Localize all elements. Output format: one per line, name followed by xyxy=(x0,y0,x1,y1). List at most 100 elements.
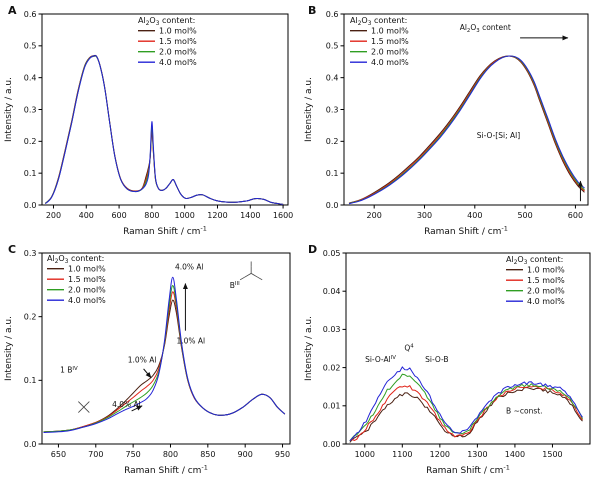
y-tick-label: 0.01 xyxy=(323,402,341,411)
series-line-1-5-mol- xyxy=(348,55,585,204)
x-tick-label: 1400 xyxy=(505,450,525,459)
legend-label: 2.0 mol% xyxy=(371,48,409,57)
legend-label: 1.5 mol% xyxy=(371,37,409,46)
y-tick-label: 0.1 xyxy=(24,376,37,385)
legend: Al2O3 content:1.0 mol%1.5 mol% 2.0 mol%4.… xyxy=(350,16,409,67)
axis-ticks: 200 400 600 800 1000 1200 1400 1600 0.0 0.1 0.2 0.3… xyxy=(24,10,293,220)
legend-title: Al2O3 content: xyxy=(138,16,195,27)
x-tick-label: 1200 xyxy=(430,450,450,459)
y-tick-label: 0.02 xyxy=(323,363,341,372)
x-tick-label: 700 xyxy=(88,450,103,459)
legend-label: 2.0 mol% xyxy=(159,48,197,57)
molecule-sketch-bo4 xyxy=(78,401,90,413)
panel-D-plot: 1000 1100 1200 1300 1400 1500 0.00 0.01 0.02 0.03… xyxy=(304,249,591,476)
legend-label: 2.0 mol% xyxy=(68,286,106,295)
x-tick-label: 600 xyxy=(111,211,126,220)
annotation: BIII xyxy=(230,281,240,290)
series-line-2-0-mol- xyxy=(348,55,585,204)
x-tick-label: 1000 xyxy=(355,450,375,459)
x-axis-label: Raman Shift / cm-1 xyxy=(123,225,207,237)
x-axis-label: Raman Shift / cm-1 xyxy=(124,464,208,476)
y-axis-label: Intensity / a.u. xyxy=(4,77,14,142)
series-group xyxy=(349,366,583,443)
y-tick-label: 0.4 xyxy=(24,73,37,82)
legend-label: 1.5 mol% xyxy=(527,276,565,285)
y-tick-label: 0.2 xyxy=(326,137,339,146)
legend-title: Al2O3 content: xyxy=(47,254,104,265)
legend-label: 2.0 mol% xyxy=(527,287,565,296)
x-tick-label: 1600 xyxy=(273,211,293,220)
panel-label-B: B xyxy=(308,4,317,17)
y-tick-label: 0.6 xyxy=(326,10,339,19)
legend-label: 4.0 mol% xyxy=(159,58,197,67)
legend-label: 1.0 mol% xyxy=(371,27,409,36)
y-axis-label: Intensity / a.u. xyxy=(304,77,314,142)
panel-D: D 1000 1100 1200 1300 1400 1500 0.00 0.01 0.02 0.… xyxy=(300,239,600,478)
series-group xyxy=(348,55,585,205)
x-tick-label: 1100 xyxy=(392,450,412,459)
panel-A-plot: 200 400 600 800 1000 1200 1400 1600 0.0 0.1 0.2 0.3… xyxy=(4,10,293,237)
x-tick-label: 800 xyxy=(163,450,178,459)
panel-A: A 200 400 600 800 1000 1200 1400 1600 0.0 0.1 0.2 0… xyxy=(0,0,300,239)
annotation: 1 BIV xyxy=(60,366,78,375)
x-tick-label: 1500 xyxy=(542,450,562,459)
x-tick-label: 200 xyxy=(46,211,61,220)
legend-label: 1.5 mol% xyxy=(68,275,106,284)
y-tick-label: 0.4 xyxy=(326,73,339,82)
y-tick-label: 0.0 xyxy=(326,201,339,210)
annotation: 1.0% Al xyxy=(128,356,157,365)
panel-label-C: C xyxy=(8,243,17,256)
legend: Al2O3 content:1.0 mol%1.5 mol% 2.0 mol%4.… xyxy=(138,16,197,67)
y-tick-label: 0.03 xyxy=(323,325,341,334)
series-line-4-0-mol- xyxy=(43,276,286,433)
legend: Al2O3 content:1.0 mol%1.5 mol% 2.0 mol%4.… xyxy=(506,255,565,306)
x-axis-label: Raman Shift / cm-1 xyxy=(424,225,508,237)
y-tick-label: 0.5 xyxy=(326,42,339,51)
y-axis-label: Intensity / a.u. xyxy=(304,316,314,381)
annotation: Si-O-B xyxy=(425,355,448,364)
annotation: B ~const. xyxy=(506,406,543,415)
y-axis-label: Intensity / a.u. xyxy=(4,316,14,381)
x-tick-label: 850 xyxy=(200,450,215,459)
legend-label: 4.0 mol% xyxy=(371,58,409,67)
series-group xyxy=(44,54,284,205)
panel-C: C 650 700 750 800 850 900 950 0.0 0.1 0.2 0.3 Raman… xyxy=(0,239,300,478)
x-tick-label: 1400 xyxy=(240,211,260,220)
series-line-1-0-mol- xyxy=(43,299,286,433)
x-tick-label: 1300 xyxy=(467,450,487,459)
x-tick-label: 300 xyxy=(417,211,432,220)
series-group xyxy=(43,276,286,433)
annotation: Q4 xyxy=(404,343,414,352)
y-tick-label: 0.6 xyxy=(24,10,37,19)
annotation-arrow xyxy=(143,368,152,379)
legend: Al2O3 content:1.0 mol%1.5 mol% 2.0 mol%4.… xyxy=(47,254,106,305)
annotation: 4.0% Al xyxy=(175,263,204,272)
annotation: Si-O-[Si; Al] xyxy=(477,131,520,140)
annotation: Si-O-AlIV xyxy=(365,355,396,364)
panel-label-A: A xyxy=(8,4,17,17)
x-tick-label: 1200 xyxy=(207,211,227,220)
axis-ticks: 200 300 400 500 600 0.0 0.1 0.2 0.3 0.4 0.5 0.6 xyxy=(326,10,583,220)
series-line-4-0-mol- xyxy=(349,366,583,442)
legend-label: 1.0 mol% xyxy=(68,265,106,274)
x-tick-label: 500 xyxy=(517,211,532,220)
axis-ticks: 650 700 750 800 850 900 950 0.0 0.1 0.2 0.3 xyxy=(24,249,290,459)
panel-label-D: D xyxy=(308,243,318,256)
molecule-sketch-bo3 xyxy=(239,261,263,281)
panel-B-plot: 200 300 400 500 600 0.0 0.1 0.2 0.3 0.4 0.5 0.6 Rama… xyxy=(304,10,589,237)
axis-ticks: 1000 1100 1200 1300 1400 1500 0.00 0.01 0.02 0.03… xyxy=(323,249,563,459)
legend-label: 1.0 mol% xyxy=(159,27,197,36)
y-tick-label: 0.0 xyxy=(24,201,37,210)
y-tick-label: 0.1 xyxy=(326,169,339,178)
y-tick-label: 0.3 xyxy=(326,105,339,114)
x-axis-label: Raman Shift / cm-1 xyxy=(426,464,510,476)
y-tick-label: 0.05 xyxy=(323,249,341,258)
y-tick-label: 0.3 xyxy=(24,249,37,258)
legend-title: Al2O3 content: xyxy=(350,16,407,27)
y-tick-label: 0.2 xyxy=(24,137,37,146)
legend-label: 1.0 mol% xyxy=(527,266,565,275)
x-tick-label: 400 xyxy=(467,211,482,220)
panel-C-plot: 650 700 750 800 850 900 950 0.0 0.1 0.2 0.3 Raman S… xyxy=(4,249,291,476)
series-line-2-0-mol- xyxy=(44,55,284,205)
